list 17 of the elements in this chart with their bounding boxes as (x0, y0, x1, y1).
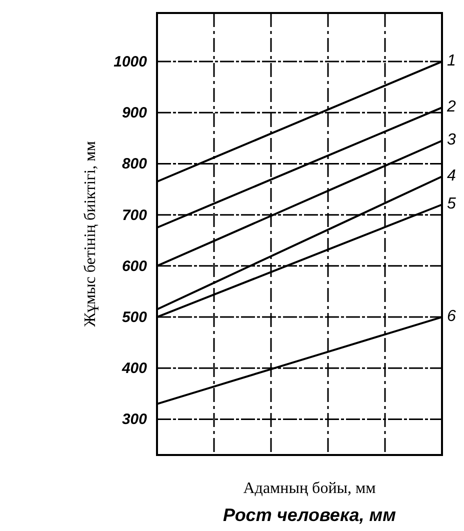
series-label: 4 (447, 168, 456, 185)
series-label: 2 (446, 98, 456, 116)
series-label: 3 (447, 132, 456, 149)
y-tick-label: 300 (122, 411, 148, 428)
x-axis-title: Адамның бойы, мм (243, 480, 376, 497)
y-tick-label: 400 (120, 360, 148, 378)
y-tick-label: 500 (122, 309, 148, 326)
y-axis-title: Жұмыс бетінің биіктігі, мм (82, 141, 99, 327)
y-tick-label: 1000 (114, 54, 148, 71)
series-label: 1 (447, 52, 456, 70)
y-tick-label: 700 (122, 206, 148, 224)
text: Рост человека, мм (223, 505, 396, 525)
series-label: 5 (447, 196, 456, 213)
y-tick-label: 800 (122, 156, 148, 173)
series-label: 6 (447, 308, 456, 326)
y-tick-label: 600 (122, 258, 148, 275)
y-tick-label: 900 (122, 104, 148, 122)
